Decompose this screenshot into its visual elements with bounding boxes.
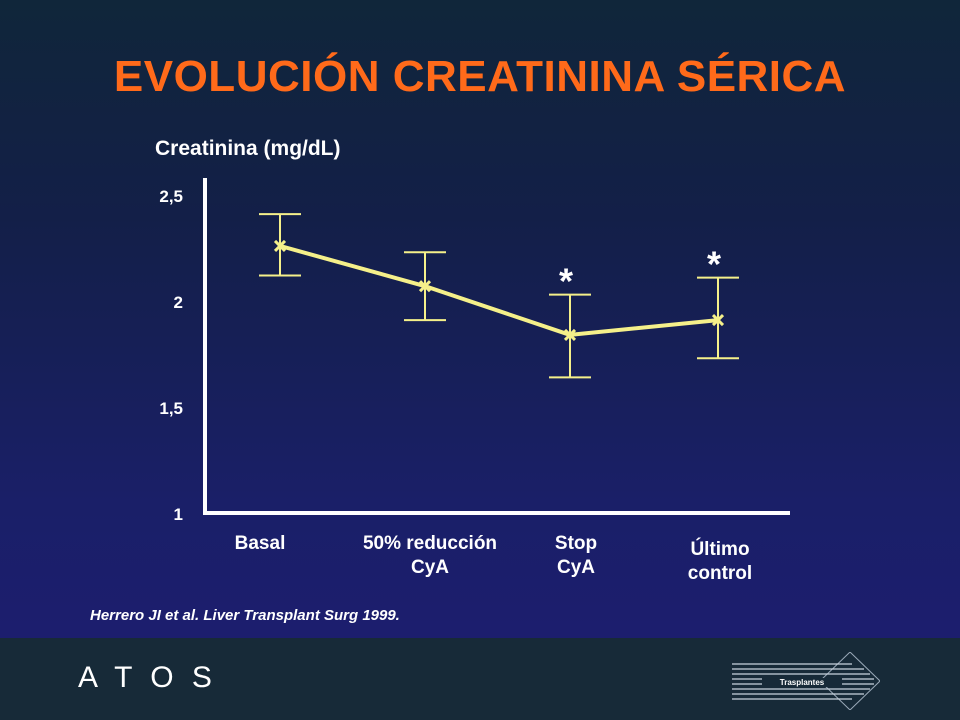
significance-marker: * [707,244,721,285]
trasplantes-logo: Trasplantes [732,651,881,715]
y-tick-label: 2,5 [159,187,183,206]
y-tick-label: 1,5 [159,399,183,418]
x-category-label: Basal [235,533,286,554]
x-category-label-line: 50% reducción [363,533,497,554]
x-category-label-line: Basal [235,533,286,554]
data-point-stroke [563,328,577,341]
data-point [418,280,432,293]
x-category-label-line: Stop [555,533,597,554]
brand-name: A T O S [78,661,217,694]
data-point [711,314,725,327]
slide-title: EVOLUCIÓN CREATININA SÉRICA [113,52,847,101]
significance-marker: * [559,261,573,302]
x-category-label-line: control [688,563,752,584]
x-category-label-line: Último [690,538,749,560]
data-point-stroke [418,280,432,293]
data-point [563,328,577,341]
x-category-label-line: CyA [411,557,449,578]
x-category-label: 50% reducción CyA [363,533,497,578]
data-point-stroke [273,239,287,252]
citation: Herrero JI et al. Liver Transplant Surg … [90,607,400,624]
creatinine-line-chart: 2,5 2 1,5 1 Basal 50% reducción CyA Stop CyA Últ… [159,187,752,584]
x-category-label-line: CyA [557,557,595,578]
y-axis-label: Creatinina (mg/dL) [155,137,341,160]
y-tick-label: 2 [174,293,183,312]
y-tick-label: 1 [174,505,183,524]
x-category-label: Stop CyA [555,533,597,578]
data-point [273,239,287,252]
data-point-stroke [711,314,725,327]
footer-bar: A T O S Trasplantes [0,638,960,720]
series-line [279,243,719,337]
logo-text: Trasplantes [762,678,842,687]
x-category-label: Último control [688,538,752,584]
